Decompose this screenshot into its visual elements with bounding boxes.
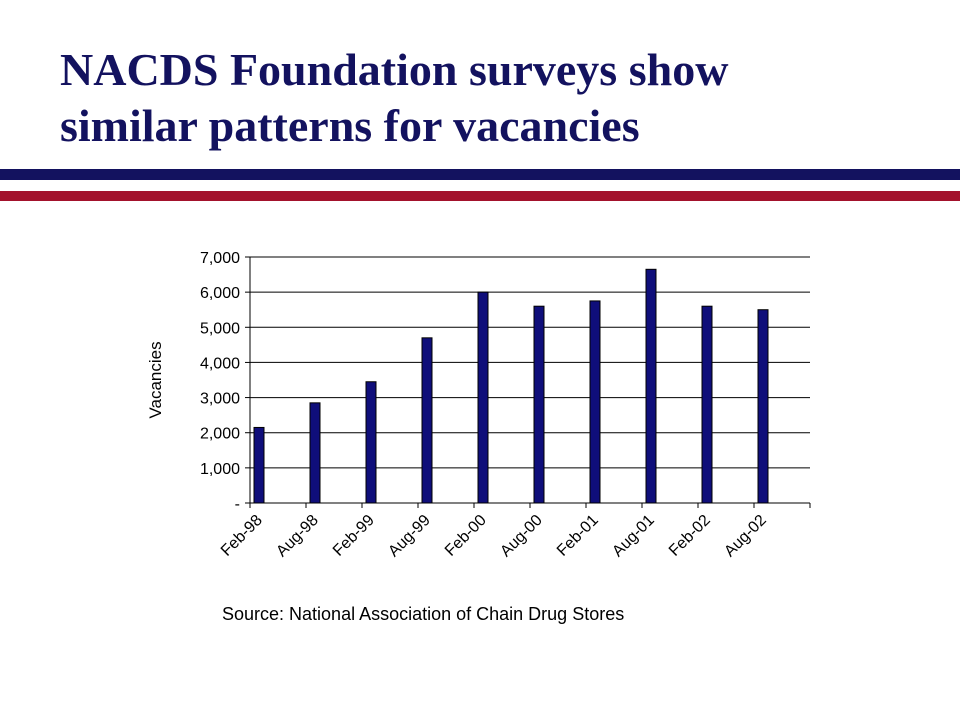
bar-feb-00 (477, 291, 489, 504)
x-tick-label: Aug-01 (609, 512, 658, 561)
x-tick-label: Aug-02 (721, 512, 770, 561)
y-tick-label: 1,000 (200, 461, 240, 478)
bar-aug-01 (645, 268, 657, 504)
x-tick-label: Aug-98 (273, 512, 322, 561)
axes (245, 256, 811, 508)
x-tick-label: Aug-00 (497, 512, 546, 561)
bar-aug-98 (309, 402, 321, 504)
x-tick-label: Feb-01 (554, 512, 602, 560)
bar-aug-00 (533, 305, 545, 504)
bar-feb-01 (589, 300, 601, 504)
bar-aug-02 (757, 309, 769, 504)
y-tick-label: 6,000 (200, 285, 240, 302)
y-tick-label: 4,000 (200, 355, 240, 372)
y-tick-label: 3,000 (200, 391, 240, 408)
title-divider-blue (0, 169, 960, 180)
slide-title: NACDS Foundation surveys show similar pa… (60, 42, 920, 154)
title-line-2: similar patterns for vacancies (60, 100, 640, 151)
gridlines (250, 256, 810, 469)
bar-feb-02 (701, 305, 713, 504)
title-line-1: NACDS Foundation surveys show (60, 44, 729, 95)
bar-feb-99 (365, 381, 377, 504)
y-tick-label: 5,000 (200, 320, 240, 337)
x-tick-label: Feb-00 (442, 512, 490, 560)
x-tick-label: Aug-99 (385, 512, 434, 561)
bars (253, 268, 769, 504)
y-tick-label: 2,000 (200, 426, 240, 443)
x-tick-label: Feb-99 (330, 512, 378, 560)
source-note: Source: National Association of Chain Dr… (222, 604, 625, 624)
x-tick-label: Feb-98 (218, 512, 266, 560)
y-tick-label: - (235, 496, 240, 513)
y-axis-title: Vacancies (146, 341, 165, 418)
bar-feb-98 (253, 426, 265, 504)
x-tick-label: Feb-02 (666, 512, 714, 560)
bar-aug-99 (421, 337, 433, 504)
title-divider-red (0, 191, 960, 201)
y-tick-label: 7,000 (200, 250, 240, 267)
